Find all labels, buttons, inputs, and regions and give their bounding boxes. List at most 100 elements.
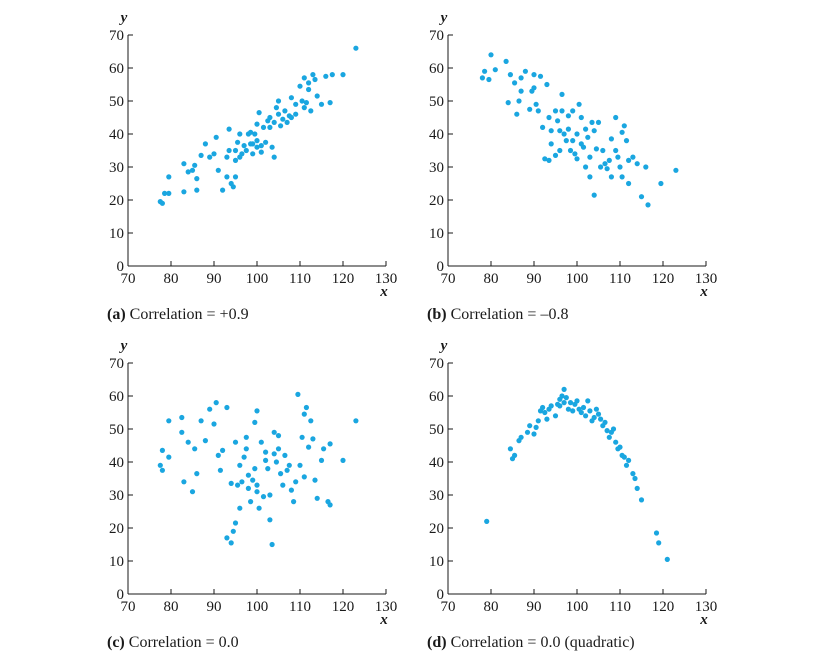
data-point bbox=[239, 151, 245, 157]
y-tick-label: 30 bbox=[429, 160, 444, 176]
data-point bbox=[303, 404, 309, 411]
data-point bbox=[552, 413, 559, 419]
data-point bbox=[230, 528, 236, 534]
data-point bbox=[301, 75, 307, 81]
data-point bbox=[263, 449, 269, 455]
data-point bbox=[516, 98, 522, 104]
data-point bbox=[583, 126, 589, 132]
data-point bbox=[295, 391, 301, 397]
data-point bbox=[256, 110, 262, 116]
data-point bbox=[578, 409, 584, 416]
data-point bbox=[288, 114, 294, 121]
data-point bbox=[570, 138, 576, 144]
data-point bbox=[634, 485, 640, 491]
x-tick-label: 70 bbox=[121, 271, 136, 287]
data-point bbox=[198, 418, 204, 424]
data-point bbox=[634, 161, 640, 167]
data-point bbox=[580, 144, 587, 150]
data-point bbox=[318, 101, 325, 107]
panel-d: 0 10 20 30 40 50 60 70 70 80 90 100 110 120 130 y x (d) C… bbox=[427, 338, 717, 651]
data-point bbox=[250, 141, 256, 147]
data-point bbox=[327, 502, 333, 508]
data-point bbox=[514, 111, 520, 117]
data-point bbox=[288, 487, 294, 493]
data-point bbox=[293, 101, 299, 107]
data-point bbox=[484, 518, 490, 525]
data-point bbox=[258, 149, 264, 155]
data-point bbox=[527, 106, 533, 112]
data-point bbox=[248, 499, 254, 505]
data-point bbox=[546, 157, 552, 163]
data-point bbox=[267, 517, 273, 523]
y-tick-label: 50 bbox=[109, 94, 124, 110]
data-point bbox=[587, 408, 593, 414]
data-point bbox=[189, 489, 196, 495]
data-point bbox=[559, 91, 565, 97]
caption-letter: (b) bbox=[427, 306, 447, 323]
data-point bbox=[202, 438, 208, 444]
data-point bbox=[664, 556, 670, 563]
data-point bbox=[282, 108, 288, 114]
data-point bbox=[531, 431, 537, 437]
data-point bbox=[559, 108, 565, 114]
data-point bbox=[228, 480, 234, 486]
data-point bbox=[181, 189, 187, 195]
data-point bbox=[329, 72, 335, 78]
x-tick-label: 120 bbox=[652, 599, 675, 615]
data-point bbox=[585, 398, 591, 404]
x-tick-label: 90 bbox=[527, 599, 542, 615]
y-tick-label: 30 bbox=[429, 488, 444, 504]
data-point bbox=[263, 139, 269, 145]
data-point bbox=[542, 409, 548, 416]
data-point bbox=[254, 144, 260, 150]
y-tick-label: 0 bbox=[117, 259, 125, 275]
data-point bbox=[194, 471, 200, 477]
data-point bbox=[181, 479, 187, 485]
data-point bbox=[243, 147, 249, 154]
data-point bbox=[595, 411, 602, 417]
data-point bbox=[593, 146, 600, 152]
data-point bbox=[626, 157, 632, 163]
data-point bbox=[250, 151, 256, 157]
data-point bbox=[159, 200, 165, 206]
data-point bbox=[527, 423, 533, 429]
data-point bbox=[220, 447, 226, 453]
data-point bbox=[623, 138, 630, 144]
data-point bbox=[555, 118, 561, 124]
data-point bbox=[280, 482, 286, 488]
data-point bbox=[282, 452, 288, 458]
data-point bbox=[580, 404, 587, 411]
data-point bbox=[166, 454, 172, 460]
data-point bbox=[552, 108, 559, 114]
y-tick-label: 30 bbox=[109, 160, 124, 176]
data-point bbox=[293, 111, 299, 117]
data-point bbox=[591, 128, 597, 134]
data-point bbox=[604, 428, 610, 434]
data-point bbox=[602, 161, 608, 167]
data-point bbox=[211, 151, 217, 157]
data-point bbox=[224, 154, 230, 160]
data-point bbox=[232, 520, 239, 526]
data-point bbox=[505, 100, 511, 106]
x-axis-label: x bbox=[379, 284, 388, 300]
data-point bbox=[299, 98, 305, 104]
data-point bbox=[215, 452, 221, 458]
data-point bbox=[162, 190, 168, 196]
data-point bbox=[507, 446, 513, 452]
y-tick-label: 20 bbox=[109, 521, 124, 537]
panel-a: 0 10 20 30 40 50 60 70 70 80 90 100 110 120 130 y x (a) C… bbox=[107, 10, 397, 323]
data-point bbox=[254, 138, 260, 144]
data-point bbox=[353, 418, 359, 424]
y-tick-label: 10 bbox=[429, 226, 444, 242]
x-tick-label: 130 bbox=[375, 599, 398, 615]
panel-c: 0 10 20 30 40 50 60 70 70 80 90 100 110 120 130 y x (c) C… bbox=[107, 338, 397, 651]
data-point bbox=[166, 418, 172, 424]
x-tick-label: 80 bbox=[484, 271, 499, 287]
y-tick-label: 20 bbox=[109, 193, 124, 209]
data-point bbox=[617, 164, 623, 170]
data-point bbox=[544, 81, 550, 88]
data-point bbox=[237, 505, 243, 511]
data-point bbox=[643, 164, 649, 170]
data-point bbox=[166, 190, 172, 196]
data-point bbox=[610, 426, 617, 432]
